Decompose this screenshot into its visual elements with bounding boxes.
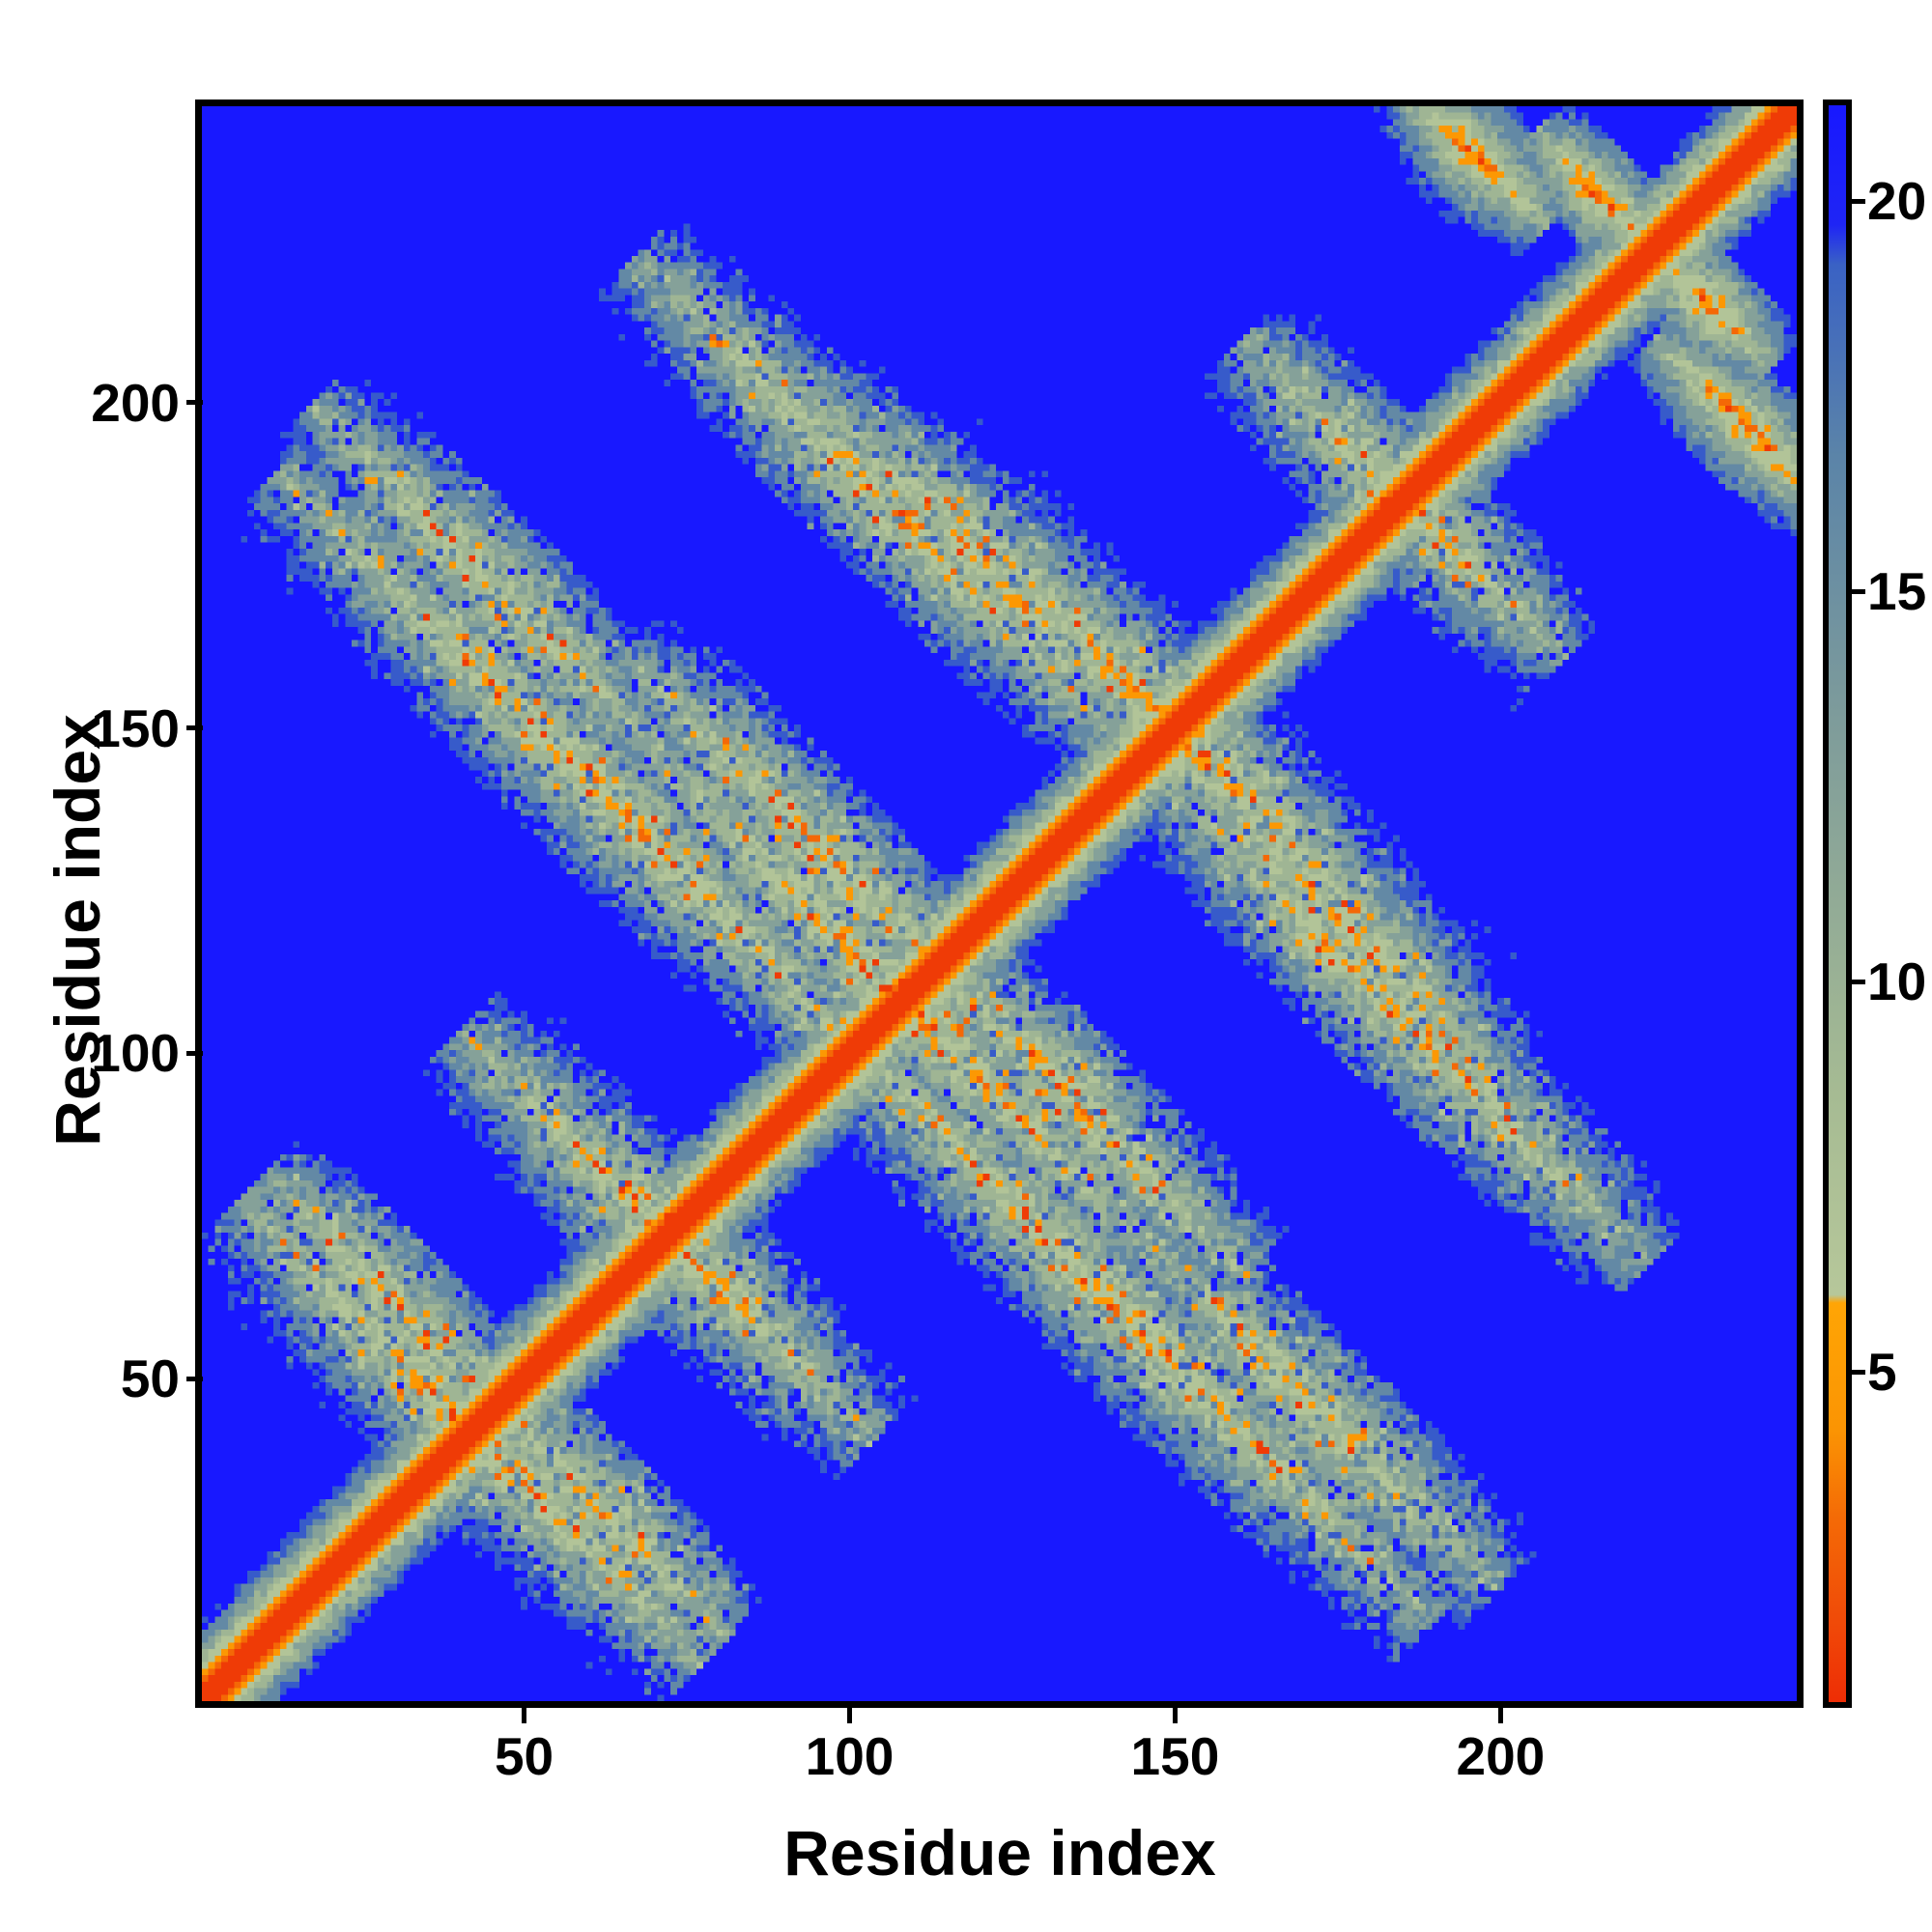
x-tick-label-50: 50	[494, 1726, 554, 1786]
y-tick-label-200: 200	[91, 372, 180, 433]
x-tick-150	[1172, 1707, 1178, 1723]
heatmap-image	[202, 106, 1797, 1701]
colorbar-tick-label-10: 10	[1867, 952, 1927, 1012]
y-tick-50	[186, 1376, 203, 1381]
y-tick-100	[186, 1050, 203, 1056]
colorbar-tick-15	[1850, 588, 1865, 594]
colorbar-gradient	[1829, 105, 1846, 1702]
y-tick-200	[186, 400, 203, 406]
colorbar	[1823, 99, 1852, 1708]
y-tick-label-150: 150	[91, 697, 180, 758]
x-tick-label-100: 100	[805, 1726, 895, 1786]
colorbar-tick-10	[1850, 979, 1865, 984]
colorbar-tick-20	[1850, 198, 1865, 204]
x-tick-label-150: 150	[1130, 1726, 1220, 1786]
y-tick-150	[186, 725, 203, 731]
y-tick-label-100: 100	[91, 1023, 180, 1084]
x-tick-50	[522, 1707, 527, 1723]
heatmap-plot-area	[195, 99, 1804, 1708]
colorbar-tick-label-15: 15	[1867, 561, 1927, 622]
x-tick-200	[1497, 1707, 1503, 1723]
y-axis-title: Residue index	[42, 714, 113, 1147]
x-tick-100	[847, 1707, 852, 1723]
colorbar-tick-label-20: 20	[1867, 171, 1927, 232]
x-tick-label-200: 200	[1456, 1726, 1546, 1786]
x-axis-title: Residue index	[783, 1817, 1216, 1889]
colorbar-tick-5	[1850, 1369, 1865, 1375]
y-tick-label-50: 50	[120, 1349, 180, 1409]
colorbar-tick-label-5: 5	[1867, 1342, 1897, 1403]
